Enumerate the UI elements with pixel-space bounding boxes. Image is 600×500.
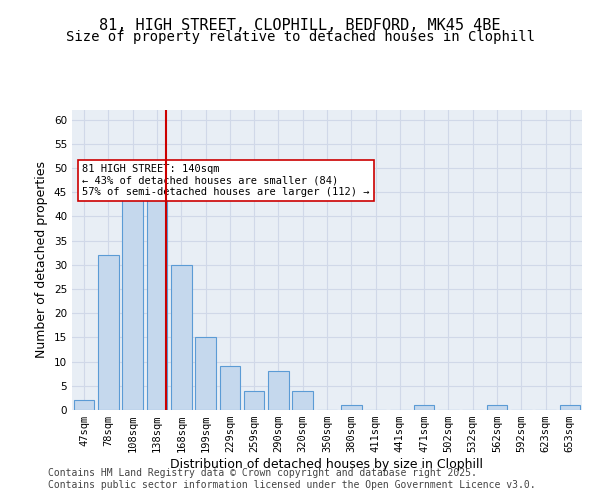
Text: Contains HM Land Registry data © Crown copyright and database right 2025.
Contai: Contains HM Land Registry data © Crown c… [48, 468, 536, 490]
Bar [98, 255, 119, 410]
Text: 81, HIGH STREET, CLOPHILL, BEDFORD, MK45 4BE: 81, HIGH STREET, CLOPHILL, BEDFORD, MK45… [99, 18, 501, 32]
Bar [244, 390, 265, 410]
Bar [268, 372, 289, 410]
Bar [292, 390, 313, 410]
X-axis label: Distribution of detached houses by size in Clophill: Distribution of detached houses by size … [170, 458, 484, 471]
Text: 81 HIGH STREET: 140sqm
← 43% of detached houses are smaller (84)
57% of semi-det: 81 HIGH STREET: 140sqm ← 43% of detached… [82, 164, 370, 197]
Bar [74, 400, 94, 410]
Bar [487, 405, 508, 410]
Bar [414, 405, 434, 410]
Text: Size of property relative to detached houses in Clophill: Size of property relative to detached ho… [65, 30, 535, 44]
Bar [195, 338, 216, 410]
Bar [171, 265, 191, 410]
Bar [146, 197, 167, 410]
Bar [220, 366, 240, 410]
Bar [122, 182, 143, 410]
Bar [560, 405, 580, 410]
Y-axis label: Number of detached properties: Number of detached properties [35, 162, 49, 358]
Bar [341, 405, 362, 410]
